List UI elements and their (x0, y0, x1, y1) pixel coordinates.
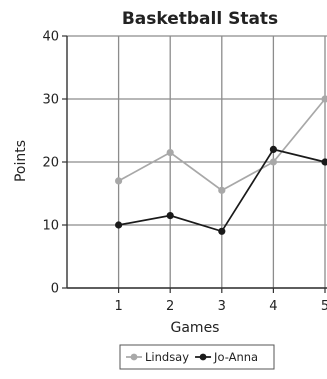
data-point-jo-anna (115, 221, 123, 229)
legend: Lindsay Jo-Anna (119, 344, 275, 370)
y-tick-label: 30 (42, 93, 59, 108)
x-tick-label: 1 (114, 299, 122, 314)
x-tick-label: 4 (269, 299, 277, 314)
data-point-lindsay (115, 177, 123, 185)
x-tick-label: 2 (166, 299, 174, 314)
data-point-lindsay (218, 186, 226, 194)
legend-swatch-marker-jo-anna (199, 353, 207, 361)
x-tick-label: 3 (218, 299, 226, 314)
y-tick-label: 0 (51, 282, 59, 297)
grid (67, 35, 327, 289)
data-point-lindsay (269, 158, 277, 166)
data-point-lindsay (321, 95, 327, 103)
legend-label-lindsay: Lindsay (145, 350, 189, 364)
y-tick-labels: 0 10 20 30 40 (42, 30, 59, 297)
y-axis-label: Points (13, 140, 29, 182)
data-point-jo-anna (269, 145, 277, 153)
x-tick-labels: 1 2 3 4 5 (114, 299, 327, 314)
y-tick-label: 40 (42, 30, 59, 45)
x-tick-label: 5 (321, 299, 327, 314)
legend-label-jo-anna: Jo-Anna (213, 350, 258, 364)
axes (62, 35, 327, 293)
x-axis-label: Games (171, 320, 220, 336)
chart-title: Basketball Stats (122, 9, 278, 29)
series-layer (115, 95, 327, 235)
data-point-jo-anna (321, 158, 327, 166)
y-tick-label: 20 (42, 156, 59, 171)
data-point-lindsay (166, 148, 174, 157)
y-tick-label: 10 (42, 219, 59, 234)
legend-swatch-marker-lindsay (130, 353, 138, 361)
data-point-jo-anna (218, 227, 226, 235)
data-point-jo-anna (166, 211, 174, 220)
